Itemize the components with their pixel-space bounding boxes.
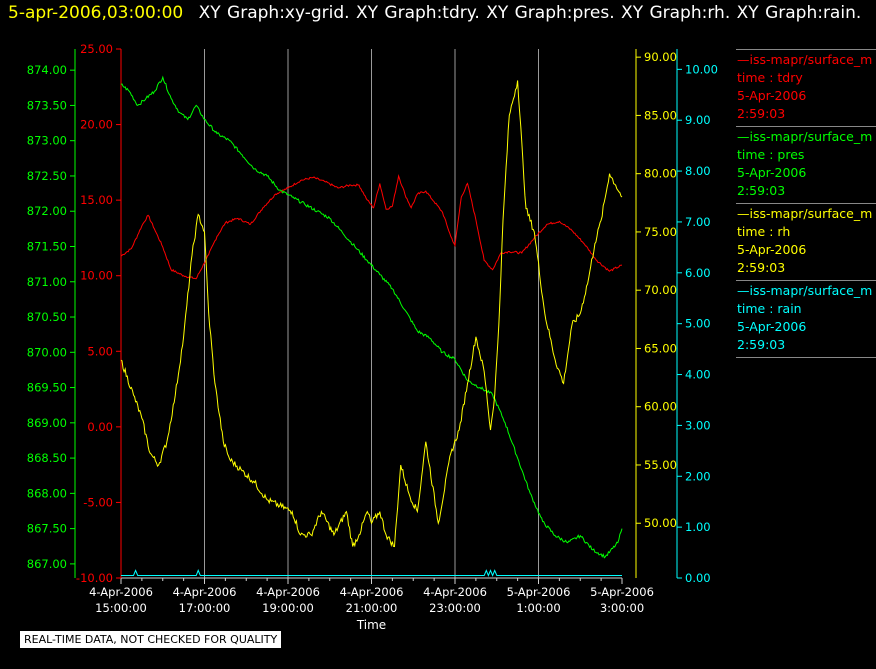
y-tick-label-tdry: 15.00	[80, 193, 113, 207]
y-tick-label-pres: 867.50	[27, 522, 67, 536]
x-tick-label-date: 4-Apr-2006	[423, 585, 487, 599]
x-tick-label-time: 3:00:00	[600, 601, 644, 615]
legend: —iss-mapr/surface_m time : tdry 5-Apr-20…	[736, 49, 876, 358]
x-tick-label-time: 17:00:00	[179, 601, 231, 615]
legend-series-name: —iss-mapr/surface_m	[737, 52, 873, 67]
legend-series-var: time : rh	[737, 224, 791, 239]
y-tick-label-pres: 873.50	[27, 98, 67, 112]
x-tick-label-date: 4-Apr-2006	[89, 585, 153, 599]
y-tick-label-tdry: -10.00	[76, 571, 113, 585]
legend-series-name: —iss-mapr/surface_m	[737, 206, 873, 221]
x-tick-label-time: 15:00:00	[95, 601, 147, 615]
legend-entry-rain: —iss-mapr/surface_m time : rain 5-Apr-20…	[736, 280, 876, 358]
y-tick-label-rain: 7.00	[685, 215, 711, 229]
y-tick-label-rain: 0.00	[685, 571, 711, 585]
y-tick-label-pres: 873.00	[27, 134, 67, 148]
y-tick-label-pres: 871.00	[27, 275, 67, 289]
graph-name-xy-grid: XY Graph:xy-grid.	[198, 3, 350, 23]
x-tick-label-date: 5-Apr-2006	[507, 585, 571, 599]
title-timestamp: 5-apr-2006,03:00:00	[8, 3, 184, 23]
x-tick-label-time: 19:00:00	[262, 601, 314, 615]
x-tick-label-time: 1:00:00	[516, 601, 560, 615]
legend-series-time: 2:59:03	[737, 337, 786, 352]
series-line-tdry	[120, 174, 623, 280]
x-tick-label-time: 21:00:00	[346, 601, 398, 615]
legend-entry-rh: —iss-mapr/surface_m time : rh 5-Apr-2006…	[736, 203, 876, 280]
graph-name-rh: XY Graph:rh.	[621, 3, 731, 23]
y-tick-label-pres: 868.00	[27, 486, 67, 500]
x-tick-label-time: 23:00:00	[429, 601, 481, 615]
y-tick-label-tdry: 5.00	[87, 344, 113, 358]
legend-series-name: —iss-mapr/surface_m	[737, 283, 873, 298]
y-tick-label-rh: 75.00	[644, 225, 677, 239]
quality-note: REAL-TIME DATA, NOT CHECKED FOR QUALITY	[20, 631, 282, 648]
y-tick-label-pres: 872.50	[27, 169, 67, 183]
y-tick-label-rain: 9.00	[685, 113, 711, 127]
y-tick-label-rain: 2.00	[685, 469, 711, 483]
legend-entry-tdry: —iss-mapr/surface_m time : tdry 5-Apr-20…	[736, 49, 876, 126]
y-tick-label-tdry: 0.00	[87, 420, 113, 434]
legend-series-var: time : pres	[737, 147, 805, 162]
legend-series-date: 5-Apr-2006	[737, 242, 807, 257]
y-tick-label-rh: 85.00	[644, 108, 677, 122]
x-tick-label-date: 4-Apr-2006	[173, 585, 237, 599]
legend-entry-pres: —iss-mapr/surface_m time : pres 5-Apr-20…	[736, 126, 876, 203]
y-tick-label-pres: 869.00	[27, 416, 67, 430]
legend-series-date: 5-Apr-2006	[737, 88, 807, 103]
y-tick-label-pres: 870.00	[27, 345, 67, 359]
x-tick-label-date: 5-Apr-2006	[590, 585, 654, 599]
legend-series-date: 5-Apr-2006	[737, 319, 807, 334]
y-tick-label-rh: 70.00	[644, 283, 677, 297]
y-tick-label-rh: 50.00	[644, 516, 677, 530]
series-line-rh	[120, 80, 623, 548]
legend-series-var: time : rain	[737, 301, 802, 316]
y-tick-label-pres: 867.00	[27, 557, 67, 571]
y-tick-label-pres: 874.00	[27, 63, 67, 77]
title-graph-list: XY Graph:xy-grid. XY Graph:tdry. XY Grap…	[199, 3, 862, 23]
y-tick-label-rain: 6.00	[685, 266, 711, 280]
y-tick-label-rh: 90.00	[644, 50, 677, 64]
graph-name-rain: XY Graph:rain.	[736, 3, 862, 23]
y-tick-label-rh: 55.00	[644, 458, 677, 472]
y-tick-label-rh: 60.00	[644, 400, 677, 414]
y-tick-label-rain: 8.00	[685, 164, 711, 178]
y-tick-label-tdry: 20.00	[80, 118, 113, 132]
x-axis-label: Time	[356, 618, 386, 632]
x-tick-label-date: 4-Apr-2006	[340, 585, 404, 599]
legend-series-time: 2:59:03	[737, 183, 786, 198]
y-tick-label-pres: 869.50	[27, 381, 67, 395]
series-line-rain	[121, 569, 622, 577]
y-tick-label-rain: 5.00	[685, 317, 711, 331]
y-tick-label-rain: 1.00	[685, 520, 711, 534]
legend-series-var: time : tdry	[737, 70, 803, 85]
y-tick-label-tdry: 25.00	[80, 42, 113, 56]
y-tick-label-pres: 871.50	[27, 239, 67, 253]
y-tick-label-pres: 870.50	[27, 310, 67, 324]
y-tick-label-rh: 65.00	[644, 341, 677, 355]
y-tick-label-rain: 10.00	[685, 62, 718, 76]
y-tick-label-tdry: -5.00	[83, 495, 113, 509]
graph-name-tdry: XY Graph:tdry.	[356, 3, 480, 23]
legend-series-name: —iss-mapr/surface_m	[737, 129, 873, 144]
y-tick-label-pres: 868.50	[27, 451, 67, 465]
legend-series-time: 2:59:03	[737, 106, 786, 121]
y-tick-label-tdry: 10.00	[80, 269, 113, 283]
y-tick-label-pres: 872.00	[27, 204, 67, 218]
y-tick-label-rain: 4.00	[685, 368, 711, 382]
legend-series-date: 5-Apr-2006	[737, 165, 807, 180]
y-tick-label-rh: 80.00	[644, 167, 677, 181]
series-line-pres	[120, 75, 623, 559]
x-tick-label-date: 4-Apr-2006	[256, 585, 320, 599]
legend-series-time: 2:59:03	[737, 260, 786, 275]
title-bar: 5-apr-2006,03:00:00 XY Graph:xy-grid. XY…	[8, 3, 861, 23]
y-tick-label-rain: 3.00	[685, 418, 711, 432]
graph-name-pres: XY Graph:pres.	[486, 3, 615, 23]
